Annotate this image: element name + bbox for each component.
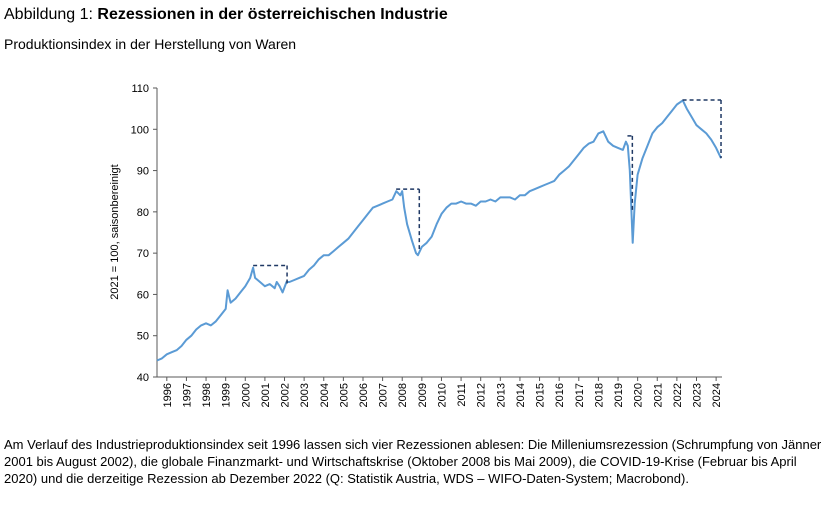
y-tick-label: 110	[131, 83, 149, 95]
x-tick-label: 1999	[221, 383, 233, 407]
x-tick-label: 2007	[378, 383, 390, 407]
y-tick-label: 90	[137, 166, 149, 178]
y-tick-label: 50	[137, 331, 149, 343]
y-tick-label: 80	[137, 207, 149, 219]
x-tick-label: 2011	[456, 383, 468, 407]
x-tick-label: 2020	[633, 383, 645, 407]
x-tick-label: 1996	[162, 383, 174, 407]
title: Abbildung 1: Rezessionen in der österrei…	[4, 6, 448, 24]
x-tick-label: 2003	[299, 383, 311, 407]
x-tick-label: 2002	[280, 383, 292, 407]
x-tick-label: 2009	[417, 383, 429, 407]
x-tick-label: 2017	[574, 383, 586, 407]
x-tick-label: 2012	[476, 383, 488, 407]
y-tick-label: 40	[137, 372, 149, 384]
x-tick-label: 2016	[554, 383, 566, 407]
subtitle: Produktionsindex in der Herstellung von …	[4, 36, 297, 52]
title-prefix: Abbildung 1:	[4, 6, 93, 23]
title-main: Rezessionen in der österreichischen Indu…	[97, 6, 448, 23]
y-tick-label: 100	[131, 124, 149, 136]
x-tick-label: 1998	[201, 383, 213, 407]
x-tick-label: 1997	[181, 383, 193, 407]
x-tick-label: 2018	[593, 383, 605, 407]
x-tick-label: 2006	[358, 383, 370, 407]
x-tick-label: 2001	[260, 383, 272, 407]
x-tick-label: 2010	[436, 383, 448, 407]
x-tick-label: 2015	[535, 383, 547, 407]
x-tick-label: 2005	[338, 383, 350, 407]
data-line	[156, 99, 722, 362]
x-tick-label: 2021	[652, 383, 664, 407]
note: Am Verlauf des Industrieproduktionsindex…	[4, 437, 822, 486]
x-tick-label: 2008	[397, 383, 409, 407]
x-tick-label: 2004	[319, 383, 331, 407]
chart: 2021 = 100, saisonbereinigt 40 50 60 70 80 90…	[109, 83, 723, 407]
y-tick-label: 60	[137, 289, 149, 301]
x-tick-label: 2022	[672, 383, 684, 407]
x-tick-label: 2013	[495, 383, 507, 407]
y-tick-label: 70	[137, 248, 149, 260]
x-tick-label: 2014	[515, 383, 527, 407]
x-tick-label: 2024	[711, 383, 723, 407]
x-tick-label: 2000	[240, 383, 252, 407]
x-tick-label: 2019	[613, 383, 625, 407]
y-axis-label: 2021 = 100, saisonbereinigt	[109, 164, 121, 299]
x-tick-label: 2023	[691, 383, 703, 407]
